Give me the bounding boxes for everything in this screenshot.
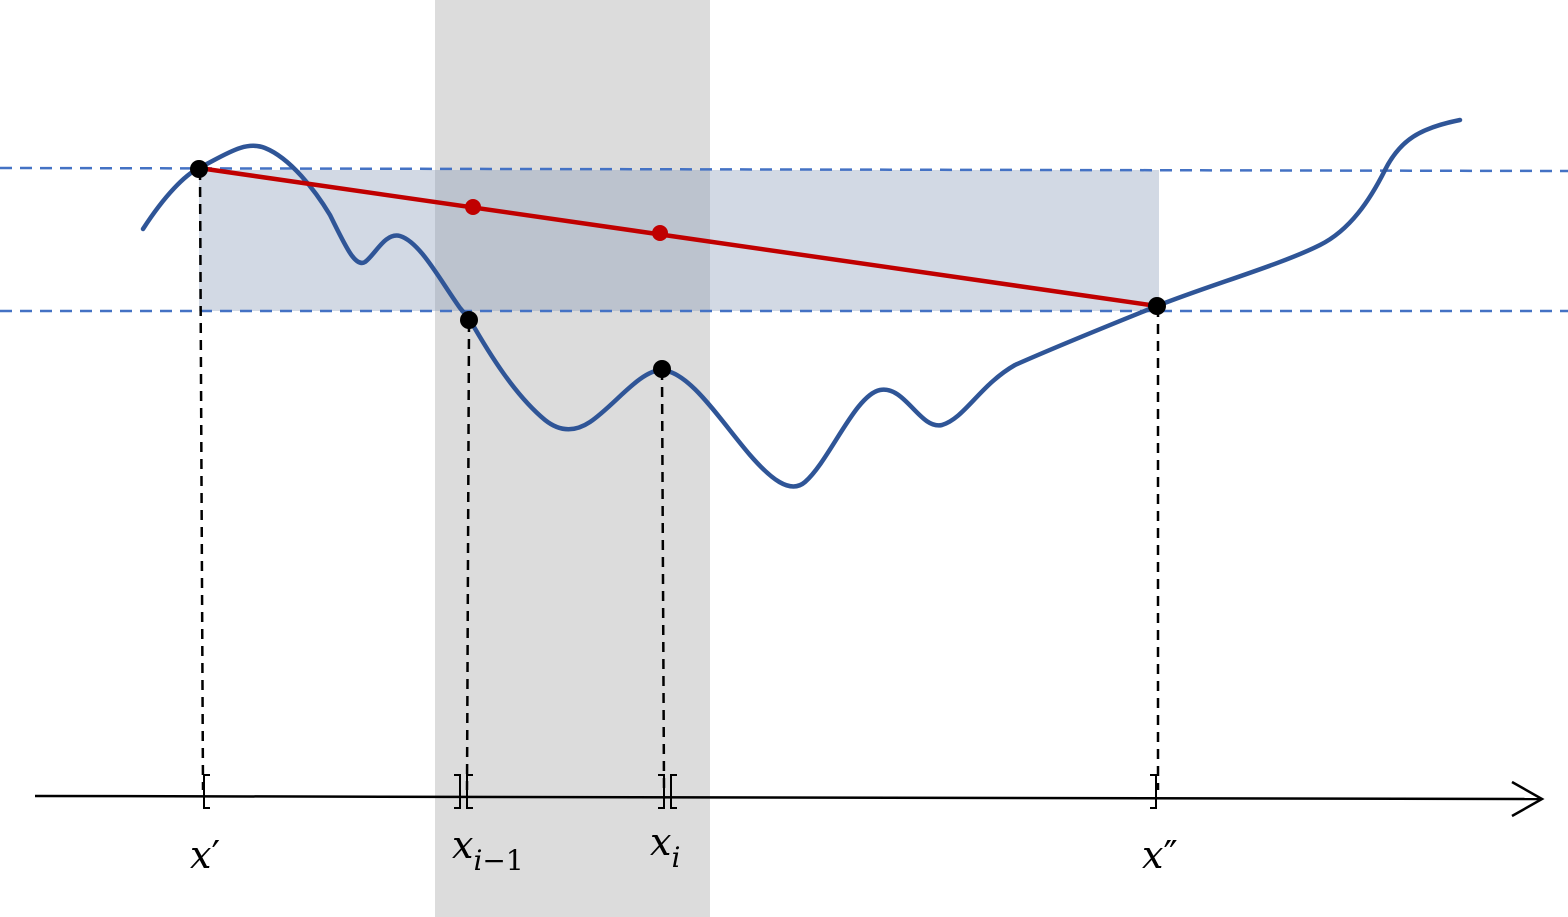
upper-dashed-guide xyxy=(0,166,1568,173)
label-x-i-minus-1-base: x xyxy=(452,823,473,867)
label-x-i-base: x xyxy=(650,820,671,864)
label-x-i-minus-1-sub-rest: −1 xyxy=(482,844,523,877)
drop-line-x-i xyxy=(660,369,666,791)
label-x-i-minus-1: xi−1 xyxy=(452,823,524,877)
label-x-i-sub: i xyxy=(671,841,680,874)
label-x-prime-mark: ′ xyxy=(211,833,220,877)
bracket-left-x-i-minus-1 xyxy=(466,774,473,809)
drop-line-x-prime xyxy=(198,169,205,791)
chord-point-x-i-minus-1 xyxy=(465,199,481,215)
curve-point-x-prime xyxy=(190,160,208,178)
curve-point-x-double-prime xyxy=(1148,297,1166,315)
shaded-band xyxy=(435,0,710,917)
label-x-double-prime-mark: ″ xyxy=(1163,833,1177,877)
bracket-left-x-i xyxy=(670,774,677,809)
label-x-double-prime: x″ xyxy=(1142,833,1178,877)
chord-point-x-i xyxy=(652,225,668,241)
label-x-prime-base: x xyxy=(190,833,211,877)
curve-point-x-i xyxy=(653,360,671,378)
curve-point-x-i-minus-1 xyxy=(460,311,478,329)
bracket-right-x-double-prime xyxy=(1150,774,1157,809)
x-axis xyxy=(34,794,1541,801)
secant-chord xyxy=(198,165,1158,309)
label-x-i: xi xyxy=(650,820,680,874)
bounding-box-region xyxy=(199,170,1159,311)
label-x-prime: x′ xyxy=(190,833,220,877)
bracket-left-x-prime xyxy=(203,774,210,809)
label-x-double-prime-base: x xyxy=(1142,833,1163,877)
x-axis-arrowhead xyxy=(1511,780,1545,818)
label-x-i-minus-1-sub-i: i xyxy=(473,844,482,877)
bracket-right-x-i xyxy=(658,774,665,809)
bracket-right-x-i-minus-1 xyxy=(454,774,461,809)
function-curve xyxy=(140,117,1463,489)
